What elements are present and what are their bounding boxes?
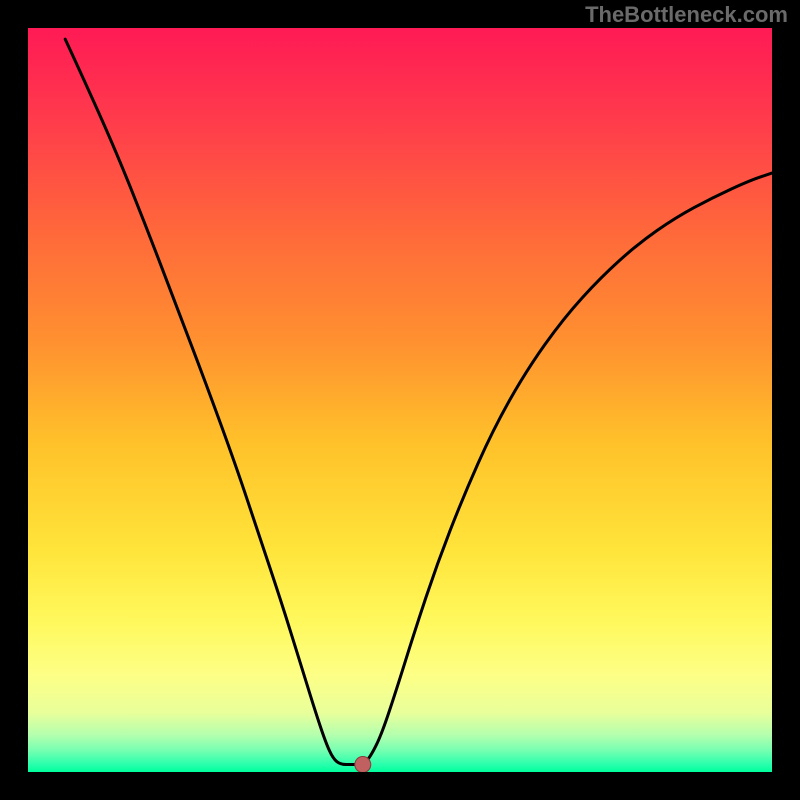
- optimal-point-marker: [355, 757, 371, 772]
- curve-layer: [28, 28, 772, 772]
- plot-area: [28, 28, 772, 772]
- chart-container: TheBottleneck.com: [0, 0, 800, 800]
- watermark-label: TheBottleneck.com: [585, 2, 788, 28]
- bottleneck-curve: [65, 39, 772, 764]
